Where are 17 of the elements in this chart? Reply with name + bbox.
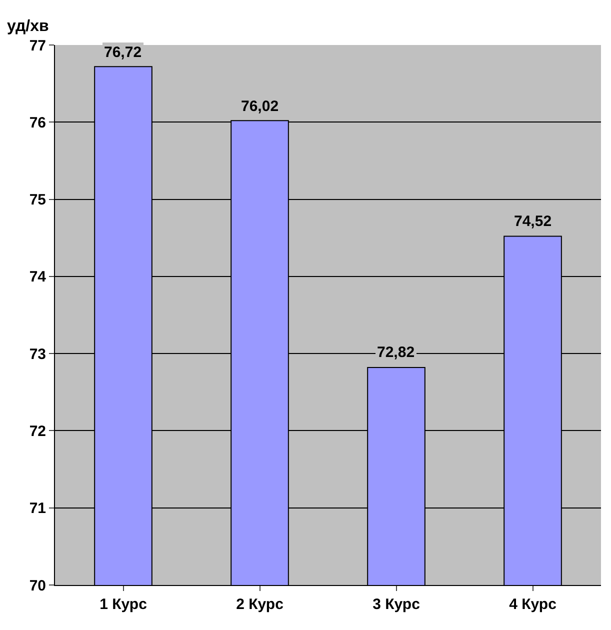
x-tick-label: 1 Курс [100, 596, 147, 613]
x-tick-label: 2 Курс [236, 596, 284, 613]
y-tick-label: 75 [29, 192, 46, 209]
x-tick-label: 4 Курс [509, 596, 556, 613]
y-tick-label: 73 [29, 346, 46, 363]
data-label: 72,82 [377, 344, 415, 361]
y-tick-label: 70 [29, 577, 46, 594]
y-axis-title: уд/хв [7, 18, 49, 35]
y-tick-label: 71 [29, 500, 46, 518]
data-label: 74,52 [514, 213, 552, 230]
data-label: 76,02 [241, 98, 279, 115]
y-tick-label: 72 [29, 422, 46, 440]
y-tick-label: 76 [29, 114, 46, 132]
y-tick-label: 74 [29, 268, 47, 286]
x-tick-label: 3 Курс [372, 596, 420, 613]
data-label: 76,72 [104, 44, 142, 61]
y-tick-label: 77 [29, 37, 46, 54]
